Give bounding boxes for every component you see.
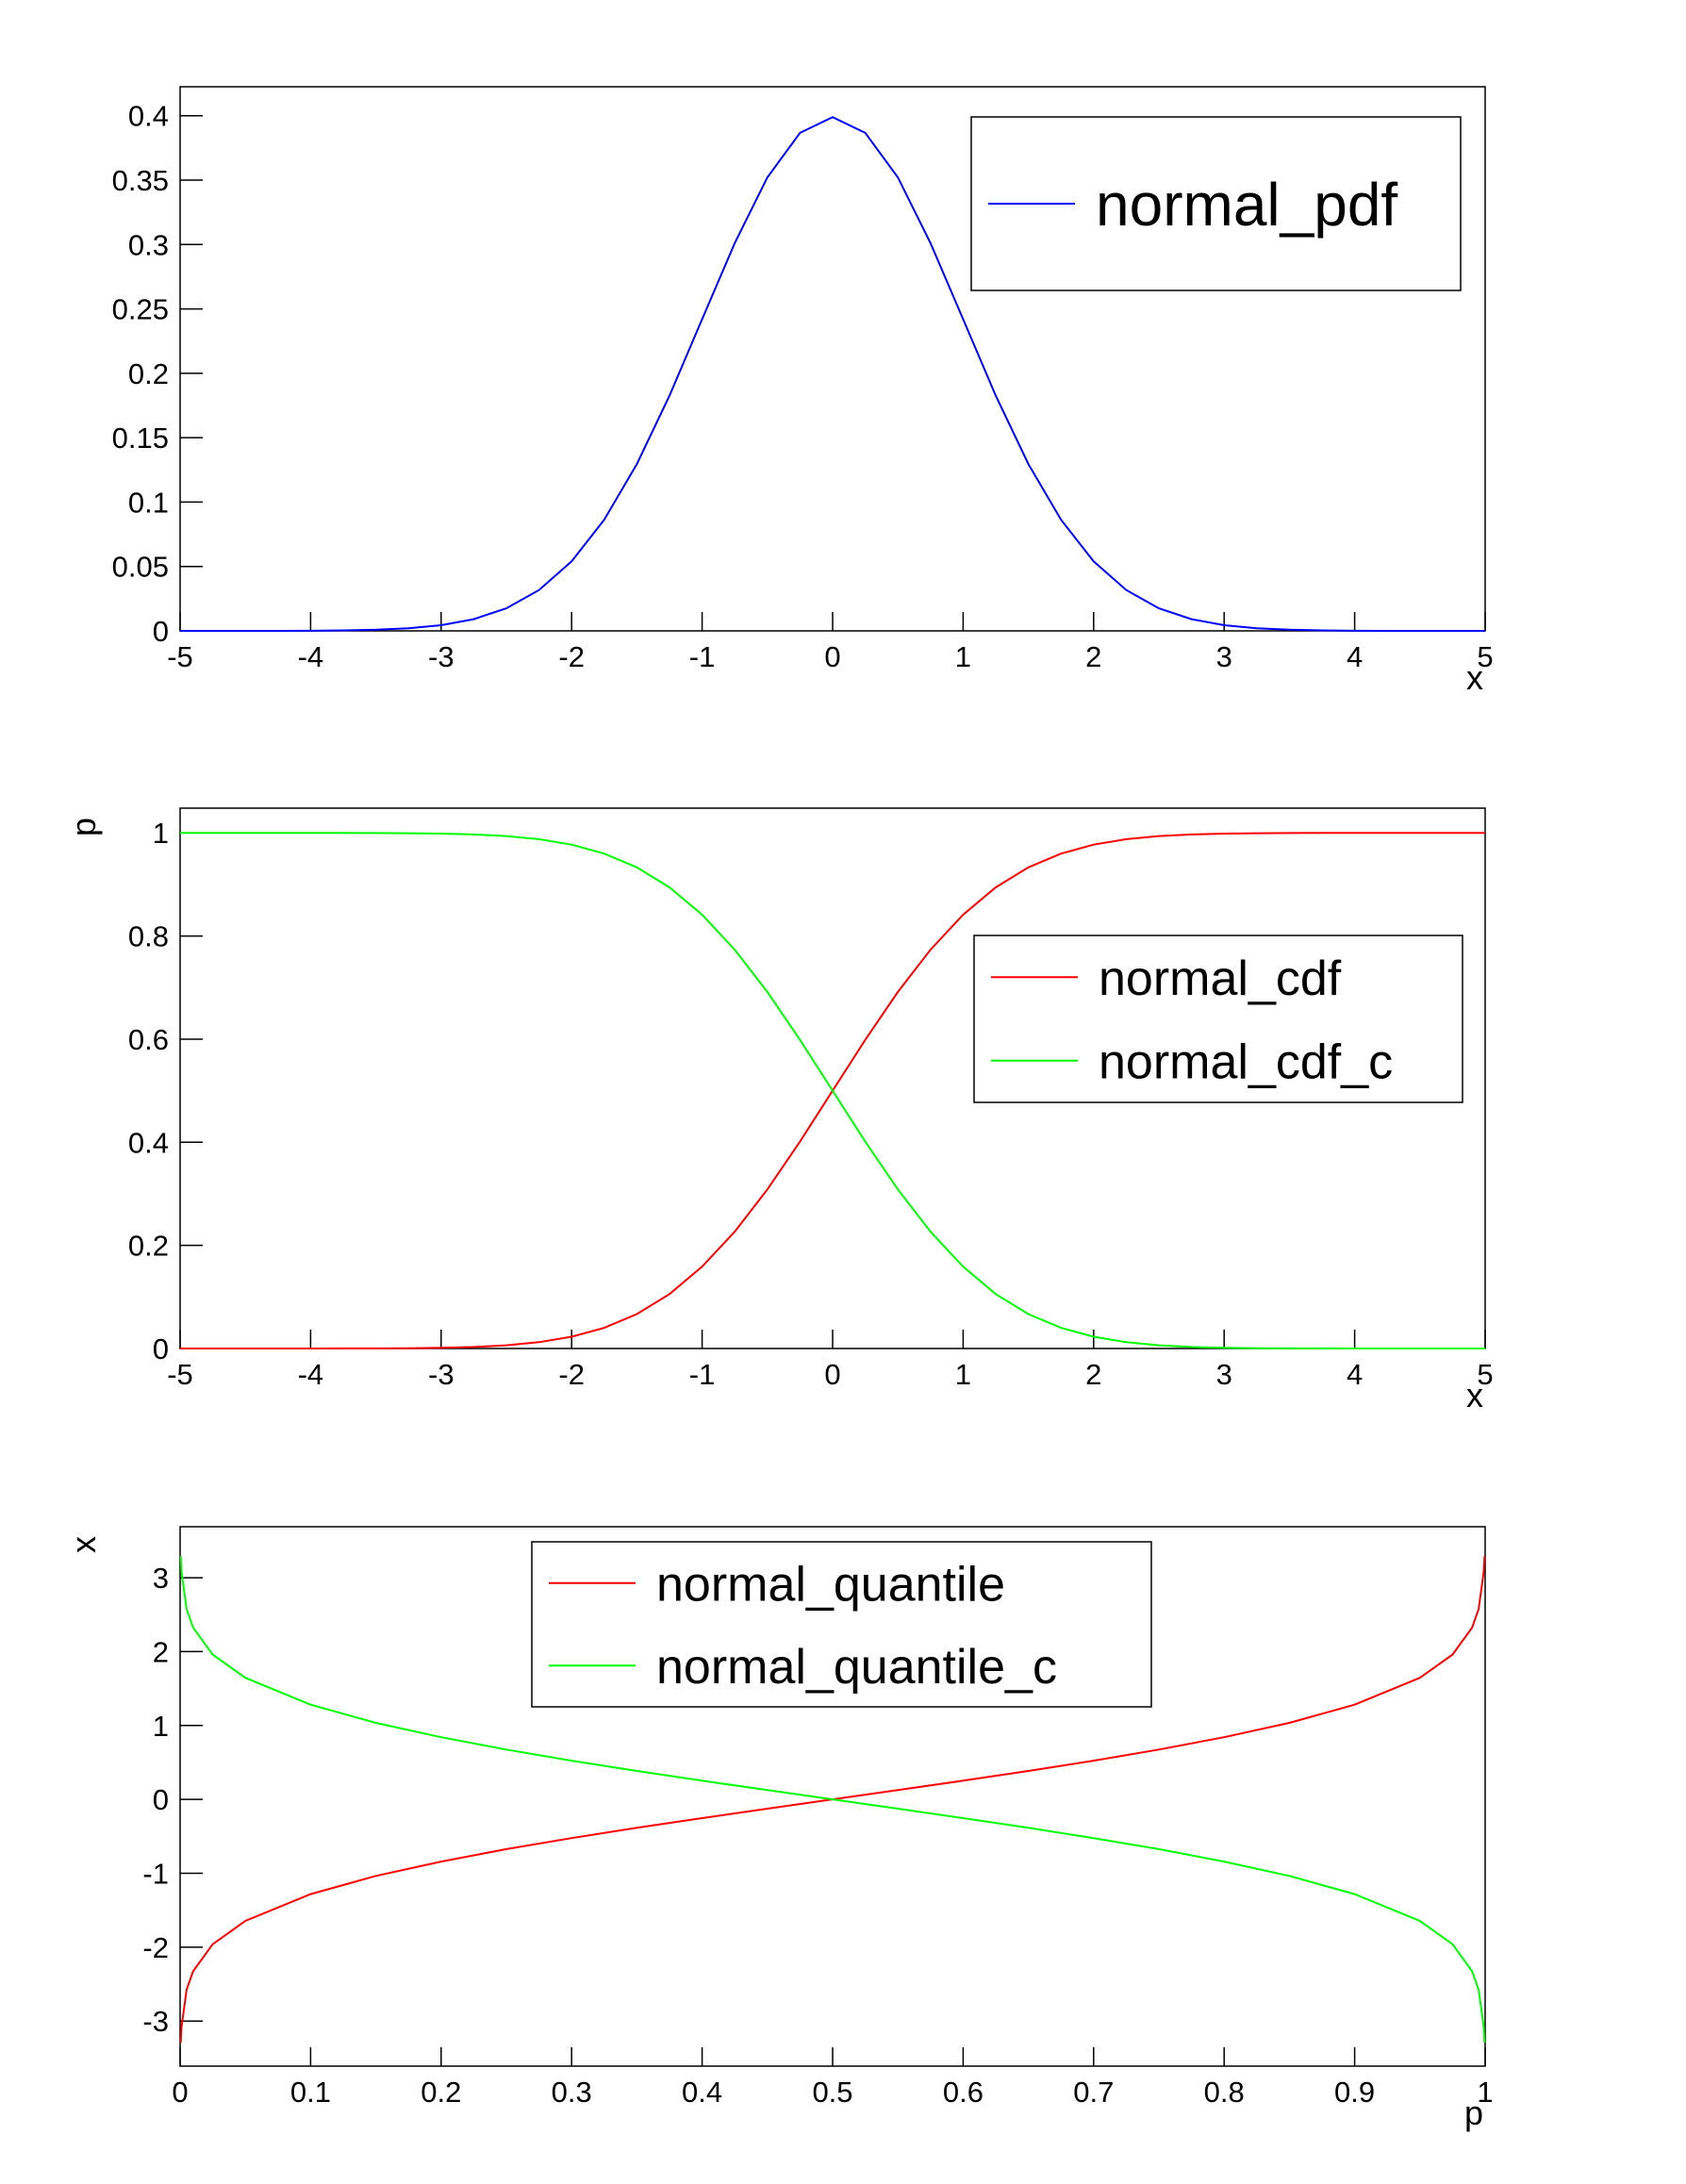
x-tick-label: 0.9	[1334, 2076, 1375, 2109]
y-tick-label: 0.1	[128, 486, 169, 519]
x-tick-label: -4	[298, 640, 324, 673]
y-axis-label: p	[64, 818, 103, 836]
x-tick-label: 1	[955, 640, 971, 673]
y-tick-label: 0.6	[128, 1023, 169, 1056]
x-tick-label: -1	[689, 640, 716, 673]
x-tick-label: 1	[1477, 2076, 1493, 2109]
x-tick-label: -2	[558, 1358, 585, 1391]
y-tick-label: 0.3	[128, 228, 169, 261]
legend-label: normal_pdf	[1096, 171, 1397, 239]
y-tick-label: 0	[153, 1332, 169, 1365]
y-tick-label: 0.4	[128, 100, 169, 133]
x-tick-label: 0.8	[1204, 2076, 1245, 2109]
y-tick-label: 0.2	[128, 1230, 169, 1263]
x-tick-label: -3	[428, 640, 455, 673]
y-tick-label: -2	[142, 1931, 169, 1964]
y-tick-label: 0.15	[112, 422, 169, 455]
legend-label: normal_quantile_c	[656, 1640, 1057, 1695]
x-tick-label: 0.1	[290, 2076, 331, 2109]
x-tick-label: -5	[167, 640, 193, 673]
legend-label: normal_cdf	[1099, 951, 1342, 1006]
y-tick-label: 0.4	[128, 1126, 169, 1159]
x-tick-label: 5	[1477, 640, 1493, 673]
x-tick-label: 3	[1216, 1358, 1232, 1391]
y-tick-label: 3	[153, 1562, 169, 1595]
y-tick-label: 0.05	[112, 551, 169, 584]
x-tick-label: 0.3	[552, 2076, 592, 2109]
legend-label: normal_quantile	[656, 1557, 1005, 1612]
y-tick-label: 0.25	[112, 293, 169, 326]
y-tick-label: 0.35	[112, 164, 169, 197]
x-tick-label: 1	[955, 1358, 971, 1391]
x-tick-label: -1	[689, 1358, 716, 1391]
x-tick-label: -5	[167, 1358, 193, 1391]
x-tick-label: 4	[1347, 640, 1363, 673]
series-line	[180, 832, 1485, 1349]
y-tick-label: 0.2	[128, 357, 169, 390]
y-tick-label: 0	[153, 615, 169, 648]
y-tick-label: 2	[153, 1635, 169, 1668]
x-tick-label: 3	[1216, 640, 1232, 673]
x-tick-label: 0.6	[943, 2076, 984, 2109]
x-tick-label: 0	[824, 1358, 840, 1391]
y-tick-label: 1	[153, 817, 169, 850]
x-tick-label: -4	[298, 1358, 324, 1391]
legend-box	[973, 935, 1463, 1103]
series-line	[179, 1556, 1486, 2043]
y-tick-label: -3	[142, 2005, 169, 2038]
x-axis-label: x	[1466, 1376, 1483, 1415]
x-tick-label: -3	[428, 1358, 455, 1391]
y-tick-label: 0	[153, 1783, 169, 1816]
x-tick-label: 0.7	[1073, 2076, 1114, 2109]
series-line	[180, 116, 1485, 632]
x-tick-label: 0	[172, 2076, 188, 2109]
y-tick-label: 0.8	[128, 920, 169, 953]
x-tick-label: 5	[1477, 1358, 1493, 1391]
legend-box	[531, 1541, 1152, 1708]
y-axis-label: x	[64, 1536, 103, 1553]
x-axis-label: p	[1464, 2093, 1483, 2132]
x-tick-label: -2	[558, 640, 585, 673]
x-tick-label: 2	[1085, 1358, 1101, 1391]
x-tick-label: 0.5	[812, 2076, 852, 2109]
x-tick-label: 0	[824, 640, 840, 673]
x-tick-label: 0.4	[682, 2076, 722, 2109]
x-tick-label: 2	[1085, 640, 1101, 673]
x-tick-label: 4	[1347, 1358, 1363, 1391]
x-axis-label: x	[1466, 658, 1483, 697]
x-tick-label: 0.2	[421, 2076, 461, 2109]
legend-label: normal_cdf_c	[1099, 1034, 1393, 1089]
y-tick-label: 1	[153, 1710, 169, 1743]
y-tick-label: -1	[142, 1857, 169, 1890]
